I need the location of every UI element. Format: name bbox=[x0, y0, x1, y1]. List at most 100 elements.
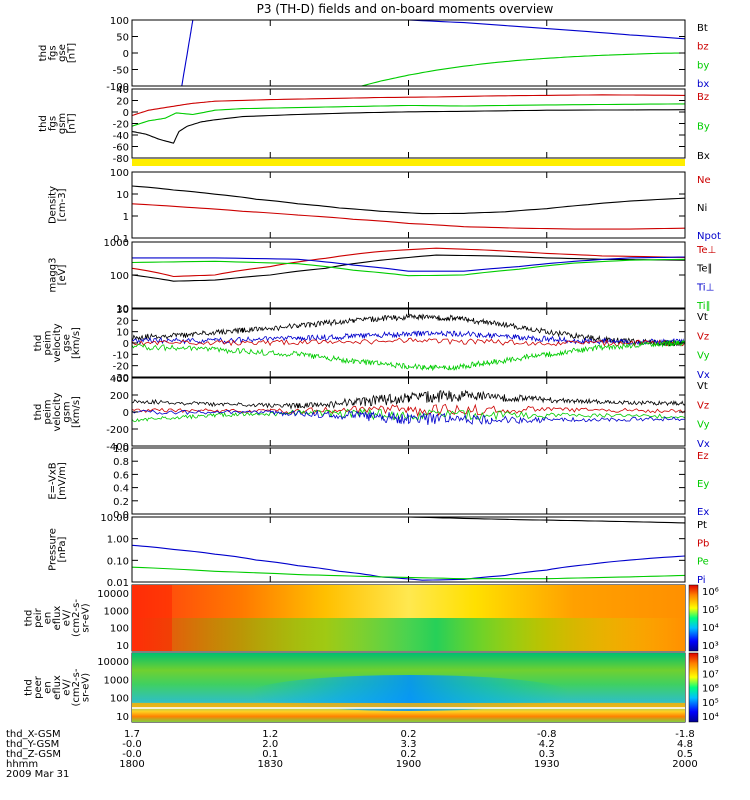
x-row-label: thd_Y-GSM bbox=[6, 739, 59, 750]
y-axis-label: Density bbox=[47, 186, 58, 224]
y-axis-label: [nT] bbox=[66, 113, 77, 133]
y-tick-label: 10 bbox=[116, 328, 129, 339]
y-tick-label: 0 bbox=[123, 339, 129, 350]
y-tick-label: 400 bbox=[110, 374, 129, 385]
legend-entry: Vx bbox=[697, 439, 710, 450]
y-tick-label: 0.01 bbox=[107, 578, 129, 589]
y-tick-label: 100 bbox=[110, 168, 129, 179]
series-Ni bbox=[131, 185, 686, 215]
y-axis-label: thd bbox=[38, 115, 49, 132]
legend-entry: Pe bbox=[697, 557, 709, 568]
y-tick-label: 200 bbox=[110, 391, 129, 402]
y-axis-label: [km/s] bbox=[71, 396, 82, 428]
legend-entry: Ey bbox=[697, 479, 709, 490]
y-tick-label: 1000 bbox=[104, 675, 129, 686]
y-tick-label: 0.4 bbox=[113, 484, 129, 495]
legend-entry: By bbox=[697, 122, 710, 133]
y-tick-label: 1000 bbox=[104, 238, 129, 249]
series-Te⊥ bbox=[131, 247, 686, 278]
series-Vy bbox=[131, 339, 685, 372]
y-axis-label: peim bbox=[43, 399, 54, 424]
legend-entry: Ne bbox=[697, 175, 711, 186]
y-axis-label: peer bbox=[33, 675, 44, 699]
legend-entry: by bbox=[697, 60, 709, 71]
y-tick-label: 100 bbox=[110, 694, 129, 705]
y-axis-label: en bbox=[43, 612, 54, 625]
legend-entry: Pt bbox=[697, 520, 707, 531]
y-tick-label: -200 bbox=[106, 425, 129, 436]
x-row-value: 1.2 bbox=[262, 729, 278, 740]
series-Ti⊥ bbox=[132, 256, 686, 272]
y-axis-label: gse bbox=[57, 44, 68, 62]
y-axis-label: sr-eV) bbox=[81, 673, 92, 702]
series-bx bbox=[181, 19, 686, 87]
series-Ne bbox=[131, 203, 686, 230]
y-axis-label: magq3 bbox=[47, 258, 58, 293]
legend-entry: bx bbox=[697, 79, 709, 90]
colorbar-label: 10⁵ bbox=[702, 698, 719, 709]
y-axis-label: thd bbox=[33, 404, 44, 421]
panel-efield: 1.0 0.8 0.6 0.4 0.2 0.0 E=-VxB[mV/m] Ez Ey Ex bbox=[47, 444, 709, 521]
x-row-value: 0.3 bbox=[539, 749, 555, 760]
series-by bbox=[361, 52, 685, 87]
y-tick-label: -60 bbox=[113, 143, 129, 154]
series-Pi bbox=[131, 544, 686, 581]
legend-entry: Pi bbox=[697, 575, 706, 586]
y-tick-label: -30 bbox=[113, 373, 129, 384]
y-tick-label: 0 bbox=[123, 408, 129, 419]
y-tick-label: 0.10 bbox=[107, 556, 129, 567]
y-axis-label: [mV/m] bbox=[57, 462, 68, 500]
colorbar-peer bbox=[688, 652, 699, 723]
colorbar-label: 10⁴ bbox=[702, 623, 719, 634]
panel-frame bbox=[131, 19, 686, 87]
y-axis-label: velocity bbox=[52, 392, 63, 431]
y-tick-label: -400 bbox=[106, 442, 129, 453]
legend-entry: bz bbox=[697, 42, 709, 53]
x-row-value: 1830 bbox=[258, 759, 283, 770]
y-tick-label: -10 bbox=[113, 350, 129, 361]
y-tick-label: 10 bbox=[116, 304, 129, 315]
x-row-value: 1930 bbox=[534, 759, 559, 770]
y-axis-label: [nPa] bbox=[57, 536, 68, 562]
y-tick-label: 20 bbox=[116, 316, 129, 327]
y-axis-label: E=-VxB bbox=[47, 462, 58, 499]
y-tick-label: 1.00 bbox=[107, 535, 129, 546]
colorbar-label: 10³ bbox=[702, 641, 719, 652]
panel-peim-gse: 3020100-10-20-30thdpeimvelocitygse[km/s]… bbox=[33, 305, 710, 384]
colorbar-label: 10⁷ bbox=[702, 669, 719, 680]
legend-entry: Bx bbox=[697, 151, 710, 162]
y-axis-label: fgs bbox=[47, 116, 58, 131]
y-axis-label: [eV] bbox=[57, 265, 68, 286]
y-tick-label: 10 bbox=[116, 641, 129, 652]
legend-entry: Vy bbox=[697, 351, 710, 362]
x-row-value: 4.8 bbox=[677, 739, 693, 750]
x-row-value: -0.8 bbox=[537, 729, 557, 740]
chart-title: P3 (TH-D) fields and on-board moments ov… bbox=[257, 2, 554, 16]
y-tick-label: -40 bbox=[113, 131, 129, 142]
y-axis-label: Pressure bbox=[47, 528, 58, 571]
y-tick-label: 100 bbox=[110, 624, 129, 635]
x-row-value: -0.0 bbox=[122, 749, 142, 760]
y-axis-label: sr-eV) bbox=[81, 603, 92, 632]
legend-entry: Npot bbox=[697, 231, 721, 242]
y-tick-label: 100 bbox=[110, 16, 129, 27]
y-tick-label: 10.00 bbox=[100, 513, 129, 524]
y-axis-label: eflux bbox=[52, 606, 63, 631]
y-axis-label: gse bbox=[62, 334, 73, 352]
x-row-value: 1.7 bbox=[124, 729, 140, 740]
panel-frame bbox=[131, 516, 686, 583]
legend-entry: Te⊥ bbox=[696, 245, 716, 256]
x-row-label: thd_Z-GSM bbox=[6, 749, 61, 760]
legend-entry: Ti⊥ bbox=[696, 282, 714, 293]
y-tick-label: 100 bbox=[110, 271, 129, 282]
y-tick-label: -50 bbox=[113, 66, 129, 77]
x-row-value: 2000 bbox=[672, 759, 697, 770]
y-tick-label: 10000 bbox=[97, 657, 129, 668]
y-tick-label: 40 bbox=[116, 85, 129, 96]
series-Bz bbox=[131, 94, 686, 117]
legend-entry: Ex bbox=[697, 507, 709, 518]
series-Vy bbox=[131, 408, 686, 423]
